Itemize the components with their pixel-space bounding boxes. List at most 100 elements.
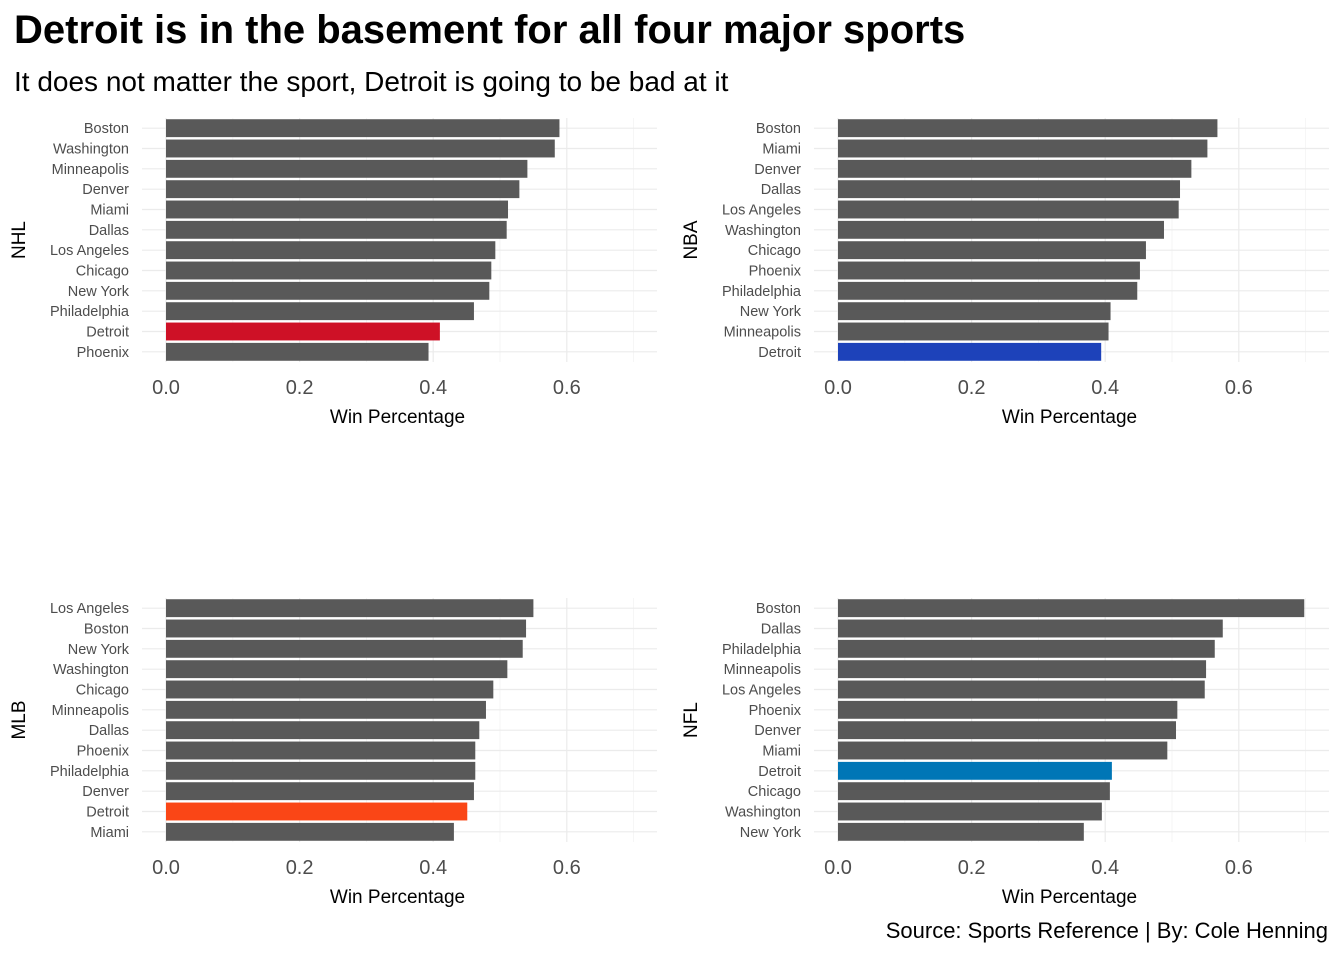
mlb-x-tick-label: 0.0 xyxy=(152,857,180,879)
nhl-category-label: Chicago xyxy=(76,264,129,280)
nhl-category-label: New York xyxy=(68,284,130,300)
nhl-x-axis-title: Win Percentage xyxy=(330,407,465,428)
nba-bar-dallas xyxy=(838,180,1181,199)
mlb-bar-los-angeles xyxy=(166,599,534,618)
mlb-panel: Los Angeles Boston New York Washington Chica… xyxy=(9,598,657,908)
nba-category-label: Boston xyxy=(756,121,801,137)
mlb-bar-detroit xyxy=(166,802,468,821)
nba-category-label: Minneapolis xyxy=(724,325,801,341)
nba-category-label: Chicago xyxy=(748,243,801,259)
chart-caption: Source: Sports Reference | By: Cole Henn… xyxy=(885,918,1328,943)
chart-subtitle: It does not matter the sport, Detroit is… xyxy=(14,66,729,97)
nhl-bar-los-angeles xyxy=(166,241,496,260)
nba-bar-washington xyxy=(838,220,1164,239)
nba-x-tick-label: 0.6 xyxy=(1225,377,1253,399)
nfl-category-label: Minneapolis xyxy=(724,662,801,678)
nfl-category-label: Denver xyxy=(754,723,801,739)
nhl-bar-miami xyxy=(166,200,509,219)
mlb-x-axis-title: Win Percentage xyxy=(330,887,465,908)
nhl-bar-washington xyxy=(166,139,555,158)
nhl-category-label: Phoenix xyxy=(77,345,130,361)
nba-x-tick-label: 0.0 xyxy=(824,377,852,399)
nhl-category-label: Detroit xyxy=(86,325,129,341)
nfl-category-label: Detroit xyxy=(758,764,801,780)
mlb-category-label: Detroit xyxy=(86,805,129,821)
nba-x-axis-title: Win Percentage xyxy=(1002,407,1137,428)
nhl-x-tick-label: 0.6 xyxy=(553,377,581,399)
nhl-category-label: Denver xyxy=(82,182,129,198)
mlb-bar-phoenix xyxy=(166,741,476,760)
nhl-bar-boston xyxy=(166,119,560,138)
mlb-category-label: Dallas xyxy=(89,723,129,739)
mlb-category-label: Los Angeles xyxy=(50,601,129,617)
nfl-x-tick-label: 0.4 xyxy=(1091,857,1119,879)
mlb-bar-chicago xyxy=(166,680,494,699)
mlb-bar-new-york xyxy=(166,639,523,658)
mlb-category-label: Philadelphia xyxy=(50,764,130,780)
nba-category-label: Detroit xyxy=(758,345,801,361)
mlb-bar-philadelphia xyxy=(166,761,476,780)
nfl-category-label: Philadelphia xyxy=(722,642,802,658)
nba-category-label: Denver xyxy=(754,162,801,178)
nba-bar-detroit xyxy=(838,342,1102,361)
mlb-bar-denver xyxy=(166,782,474,801)
nhl-x-tick-label: 0.0 xyxy=(152,377,180,399)
nba-category-label: Miami xyxy=(762,142,801,158)
nfl-bar-los-angeles xyxy=(838,680,1205,699)
nfl-category-label: Phoenix xyxy=(749,703,802,719)
mlb-category-label: Minneapolis xyxy=(52,703,129,719)
nhl-bar-chicago xyxy=(166,261,492,280)
nba-bar-boston xyxy=(838,119,1218,138)
nhl-bar-dallas xyxy=(166,220,507,239)
nba-category-label: Philadelphia xyxy=(722,284,802,300)
nba-category-label: Washington xyxy=(725,223,801,239)
mlb-bar-minneapolis xyxy=(166,700,486,719)
nhl-bar-minneapolis xyxy=(166,159,528,178)
nhl-panel: Boston Washington Minneapolis Denver Miami Da… xyxy=(9,118,657,428)
nfl-bar-boston xyxy=(838,599,1305,618)
mlb-x-tick-label: 0.2 xyxy=(286,857,314,879)
mlb-x-tick-label: 0.4 xyxy=(419,857,447,879)
nhl-category-label: Washington xyxy=(53,142,129,158)
mlb-bar-miami xyxy=(166,822,454,841)
nba-bar-los-angeles xyxy=(838,200,1179,219)
nfl-bar-chicago xyxy=(838,782,1110,801)
mlb-category-label: Miami xyxy=(90,825,129,841)
nfl-x-tick-label: 0.2 xyxy=(958,857,986,879)
nhl-x-tick-label: 0.2 xyxy=(286,377,314,399)
nfl-bar-washington xyxy=(838,802,1102,821)
nfl-bar-minneapolis xyxy=(838,660,1207,679)
mlb-bar-boston xyxy=(166,619,527,638)
nfl-bar-miami xyxy=(838,741,1168,760)
nhl-category-label: Miami xyxy=(90,203,129,219)
nfl-category-label: Miami xyxy=(762,744,801,760)
nfl-bar-dallas xyxy=(838,619,1223,638)
mlb-category-label: Denver xyxy=(82,784,129,800)
nhl-facet-label: NHL xyxy=(9,221,30,259)
nhl-category-label: Minneapolis xyxy=(52,162,129,178)
nfl-category-label: Washington xyxy=(725,805,801,821)
nba-category-label: Los Angeles xyxy=(722,203,801,219)
nhl-category-label: Boston xyxy=(84,121,129,137)
nfl-bar-new-york xyxy=(838,822,1084,841)
nhl-bar-phoenix xyxy=(166,342,429,361)
nhl-category-label: Los Angeles xyxy=(50,243,129,259)
nba-panel: Boston Miami Denver Dallas Los Angeles Washin… xyxy=(681,118,1329,428)
nhl-bar-new-york xyxy=(166,281,490,300)
nhl-bar-denver xyxy=(166,180,520,199)
mlb-category-label: Phoenix xyxy=(77,744,130,760)
nhl-x-tick-label: 0.4 xyxy=(419,377,447,399)
nba-bar-new-york xyxy=(838,302,1111,321)
nhl-category-label: Dallas xyxy=(89,223,129,239)
mlb-bar-washington xyxy=(166,660,508,679)
nfl-bar-denver xyxy=(838,721,1177,740)
nfl-category-label: New York xyxy=(740,825,802,841)
nfl-facet-label: NFL xyxy=(681,702,702,738)
nba-category-label: Dallas xyxy=(761,182,801,198)
nba-category-label: Phoenix xyxy=(749,264,802,280)
nfl-bar-phoenix xyxy=(838,700,1178,719)
nhl-bar-detroit xyxy=(166,322,440,341)
mlb-category-label: New York xyxy=(68,642,130,658)
chart-title: Detroit is in the basement for all four … xyxy=(14,8,966,52)
nba-bar-denver xyxy=(838,159,1192,178)
